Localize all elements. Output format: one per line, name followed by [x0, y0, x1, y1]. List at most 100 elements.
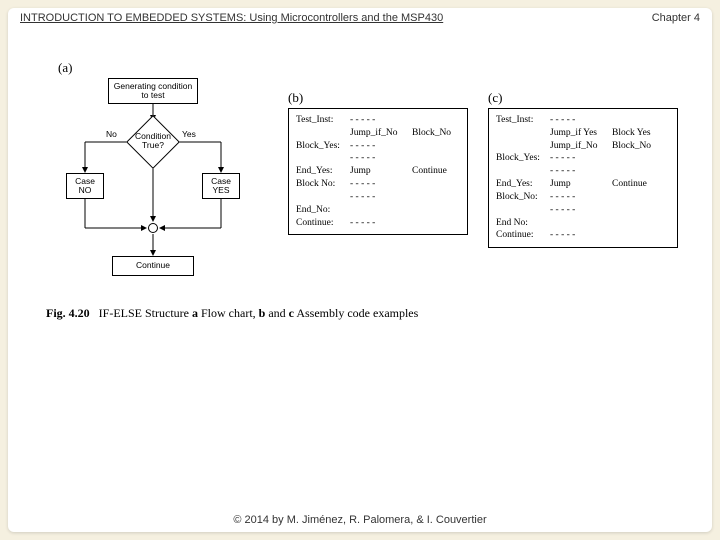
code-instr: - - - - - — [350, 152, 412, 165]
code-instr: - - - - - — [550, 152, 612, 165]
slide-header: INTRODUCTION TO EMBEDDED SYSTEMS: Using … — [20, 12, 700, 24]
code-block-b: Test_Inst:- - - - -Jump_if_NoBlock_NoBlo… — [288, 108, 468, 235]
code-arg — [612, 152, 670, 165]
code-instr: - - - - - — [350, 114, 412, 127]
code-instr: - - - - - — [350, 191, 412, 204]
node-case-yes: Case YES — [202, 173, 240, 199]
node-generate-text: Generating condition to test — [114, 82, 192, 101]
flowchart: Generating condition to test Condition T… — [38, 68, 268, 328]
code-instr — [550, 217, 612, 230]
code-row: Jump_if_NoBlock_No — [496, 140, 670, 153]
caption-text2: Flow chart, — [198, 306, 259, 320]
code-row: End_Yes:JumpContinue — [496, 178, 670, 191]
code-instr: Jump_if Yes — [550, 127, 612, 140]
code-label: Continue: — [496, 229, 550, 242]
code-instr: - - - - - — [350, 217, 412, 230]
code-label: End_Yes: — [296, 165, 350, 178]
slide-page: INTRODUCTION TO EMBEDDED SYSTEMS: Using … — [8, 8, 712, 532]
code-row: End_Yes:JumpContinue — [296, 165, 460, 178]
code-arg — [612, 165, 670, 178]
node-continue-text: Continue — [136, 261, 170, 270]
chapter-label: Chapter 4 — [652, 12, 700, 24]
code-instr: Jump — [550, 178, 612, 191]
code-arg — [412, 152, 460, 165]
code-arg: Continue — [412, 165, 460, 178]
code-arg — [412, 140, 460, 153]
node-generate: Generating condition to test — [108, 78, 198, 104]
code-instr: - - - - - — [350, 140, 412, 153]
code-label: Block No: — [296, 178, 350, 191]
code-arg: Block_No — [412, 127, 460, 140]
code-instr: - - - - - — [350, 178, 412, 191]
code-arg: Block_No — [612, 140, 670, 153]
caption-text4: Assembly code examples — [294, 306, 418, 320]
code-label: Continue: — [296, 217, 350, 230]
figure-number: Fig. 4.20 — [46, 306, 90, 320]
code-arg — [612, 217, 670, 230]
code-label: Test_Inst: — [296, 114, 350, 127]
slide-footer: © 2014 by M. Jiménez, R. Palomera, & I. … — [8, 514, 712, 526]
node-case-no: Case NO — [66, 173, 104, 199]
code-instr: - - - - - — [550, 114, 612, 127]
code-row: Block_No:- - - - - — [496, 191, 670, 204]
code-instr: - - - - - — [550, 229, 612, 242]
code-label — [296, 152, 350, 165]
code-label — [496, 140, 550, 153]
code-arg — [412, 178, 460, 191]
code-instr: - - - - - — [550, 204, 612, 217]
figure-content: (a) — [38, 68, 682, 472]
code-arg — [612, 204, 670, 217]
code-arg — [412, 217, 460, 230]
code-instr: Jump_if_No — [350, 127, 412, 140]
code-arg — [412, 114, 460, 127]
code-label — [496, 127, 550, 140]
code-row: End_No: — [296, 204, 460, 217]
code-label — [296, 127, 350, 140]
panel-label-c: (c) — [488, 90, 502, 106]
panel-label-b: (b) — [288, 90, 303, 106]
code-row: Test_Inst:- - - - - — [496, 114, 670, 127]
code-row: Continue:- - - - - — [296, 217, 460, 230]
code-block-c: Test_Inst:- - - - -Jump_if YesBlock YesJ… — [488, 108, 678, 248]
code-row: Jump_if YesBlock Yes — [496, 127, 670, 140]
code-instr — [350, 204, 412, 217]
code-label: End_Yes: — [496, 178, 550, 191]
node-continue: Continue — [112, 256, 194, 276]
code-label — [496, 165, 550, 178]
code-arg: Block Yes — [612, 127, 670, 140]
node-case-yes-text: Case YES — [211, 177, 231, 196]
figure-caption: Fig. 4.20 IF-ELSE Structure a Flow chart… — [46, 306, 418, 321]
code-label — [296, 191, 350, 204]
code-arg — [412, 204, 460, 217]
code-label: Block_Yes: — [496, 152, 550, 165]
code-row: Jump_if_NoBlock_No — [296, 127, 460, 140]
code-label: Block_No: — [496, 191, 550, 204]
code-row: - - - - - — [496, 165, 670, 178]
code-label: End No: — [496, 217, 550, 230]
code-arg — [612, 191, 670, 204]
code-arg: Continue — [612, 178, 670, 191]
code-row: End No: — [496, 217, 670, 230]
code-row: Test_Inst:- - - - - — [296, 114, 460, 127]
edge-label-no: No — [106, 129, 117, 139]
edge-label-yes: Yes — [182, 129, 196, 139]
code-label — [496, 204, 550, 217]
code-row: - - - - - — [496, 204, 670, 217]
code-row: Block_Yes:- - - - - — [296, 140, 460, 153]
code-label: Test_Inst: — [496, 114, 550, 127]
code-row: Block_Yes:- - - - - — [496, 152, 670, 165]
node-case-no-text: Case NO — [75, 177, 95, 196]
book-title: INTRODUCTION TO EMBEDDED SYSTEMS: Using … — [20, 12, 443, 24]
code-instr: - - - - - — [550, 191, 612, 204]
node-merge — [148, 223, 158, 233]
code-row: - - - - - — [296, 152, 460, 165]
code-instr: Jump_if_No — [550, 140, 612, 153]
code-arg — [612, 114, 670, 127]
node-condition — [126, 115, 180, 169]
code-row: - - - - - — [296, 191, 460, 204]
code-row: Continue:- - - - - — [496, 229, 670, 242]
code-arg — [412, 191, 460, 204]
caption-text3: and — [265, 306, 288, 320]
code-label: Block_Yes: — [296, 140, 350, 153]
code-instr: - - - - - — [550, 165, 612, 178]
